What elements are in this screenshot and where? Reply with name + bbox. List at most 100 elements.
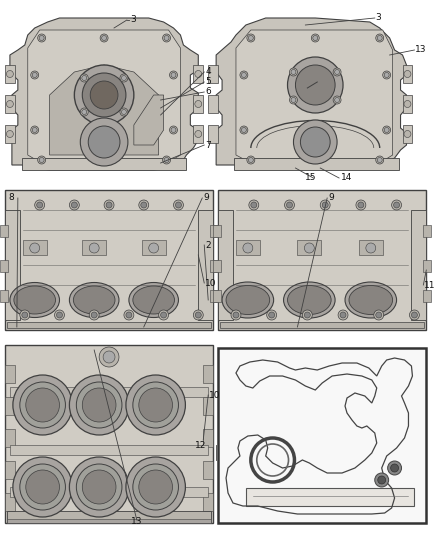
Circle shape	[106, 202, 112, 208]
Bar	[5, 65, 15, 83]
Circle shape	[170, 71, 177, 79]
Circle shape	[267, 310, 277, 320]
Circle shape	[37, 202, 42, 208]
Polygon shape	[10, 445, 208, 455]
Circle shape	[320, 200, 330, 210]
Circle shape	[162, 34, 170, 42]
Circle shape	[287, 57, 343, 113]
Circle shape	[80, 74, 88, 82]
Circle shape	[76, 382, 122, 428]
Bar	[208, 125, 218, 143]
Circle shape	[290, 96, 297, 104]
Text: 14: 14	[341, 174, 353, 182]
Bar	[403, 65, 413, 83]
Circle shape	[133, 464, 178, 510]
Bar	[5, 210, 20, 320]
Circle shape	[376, 312, 381, 318]
Circle shape	[162, 156, 170, 164]
Circle shape	[31, 126, 39, 134]
Bar	[5, 493, 15, 511]
Text: 15: 15	[305, 174, 317, 182]
Circle shape	[7, 101, 14, 108]
Text: 13: 13	[131, 518, 142, 527]
Circle shape	[139, 388, 173, 422]
Polygon shape	[28, 30, 180, 162]
Bar	[5, 365, 15, 383]
Circle shape	[384, 127, 389, 133]
Bar	[5, 95, 15, 113]
Circle shape	[195, 70, 202, 77]
Circle shape	[126, 312, 132, 318]
Circle shape	[173, 200, 184, 210]
Ellipse shape	[14, 286, 56, 314]
Polygon shape	[10, 18, 198, 170]
Circle shape	[31, 71, 39, 79]
Circle shape	[30, 243, 40, 253]
Ellipse shape	[10, 282, 60, 318]
Ellipse shape	[345, 282, 396, 318]
Bar	[5, 397, 15, 415]
Circle shape	[126, 457, 185, 517]
Circle shape	[383, 126, 391, 134]
Circle shape	[377, 157, 382, 163]
Circle shape	[300, 127, 330, 157]
Ellipse shape	[133, 286, 174, 314]
Bar	[203, 365, 213, 383]
Text: 12: 12	[195, 440, 206, 449]
Circle shape	[411, 312, 417, 318]
Circle shape	[243, 243, 253, 253]
Circle shape	[39, 36, 44, 41]
Circle shape	[171, 72, 176, 77]
Circle shape	[39, 157, 44, 163]
Circle shape	[124, 310, 134, 320]
Circle shape	[80, 108, 88, 116]
Circle shape	[374, 310, 384, 320]
Circle shape	[38, 156, 46, 164]
Circle shape	[76, 464, 122, 510]
Circle shape	[121, 109, 127, 115]
Circle shape	[241, 72, 246, 77]
Circle shape	[120, 108, 128, 116]
Circle shape	[71, 202, 78, 208]
Circle shape	[304, 312, 310, 318]
Bar	[203, 397, 213, 415]
Circle shape	[35, 200, 45, 210]
Circle shape	[26, 470, 60, 504]
Circle shape	[335, 69, 339, 75]
Bar	[7, 519, 211, 523]
Polygon shape	[246, 488, 414, 506]
Ellipse shape	[283, 282, 335, 318]
Circle shape	[22, 312, 28, 318]
Circle shape	[195, 101, 202, 108]
Bar	[5, 125, 15, 143]
Ellipse shape	[69, 282, 119, 318]
Bar	[297, 240, 321, 255]
Polygon shape	[218, 190, 426, 330]
Bar	[0, 225, 8, 237]
Ellipse shape	[226, 286, 270, 314]
Circle shape	[251, 202, 257, 208]
Circle shape	[356, 200, 366, 210]
Circle shape	[69, 375, 129, 435]
Bar	[208, 95, 218, 113]
Circle shape	[322, 202, 328, 208]
Bar	[234, 158, 399, 170]
Circle shape	[302, 310, 312, 320]
Text: 3: 3	[130, 15, 136, 25]
Circle shape	[291, 69, 296, 75]
Circle shape	[54, 310, 64, 320]
Circle shape	[311, 34, 319, 42]
Circle shape	[82, 76, 87, 80]
Text: 4: 4	[205, 68, 211, 77]
Polygon shape	[49, 65, 159, 155]
Circle shape	[333, 96, 341, 104]
Circle shape	[69, 200, 79, 210]
Circle shape	[338, 310, 348, 320]
Bar	[208, 65, 218, 83]
Polygon shape	[7, 322, 211, 328]
Circle shape	[32, 127, 37, 133]
Bar	[193, 125, 203, 143]
Circle shape	[126, 375, 185, 435]
Bar	[359, 240, 383, 255]
Circle shape	[176, 202, 181, 208]
